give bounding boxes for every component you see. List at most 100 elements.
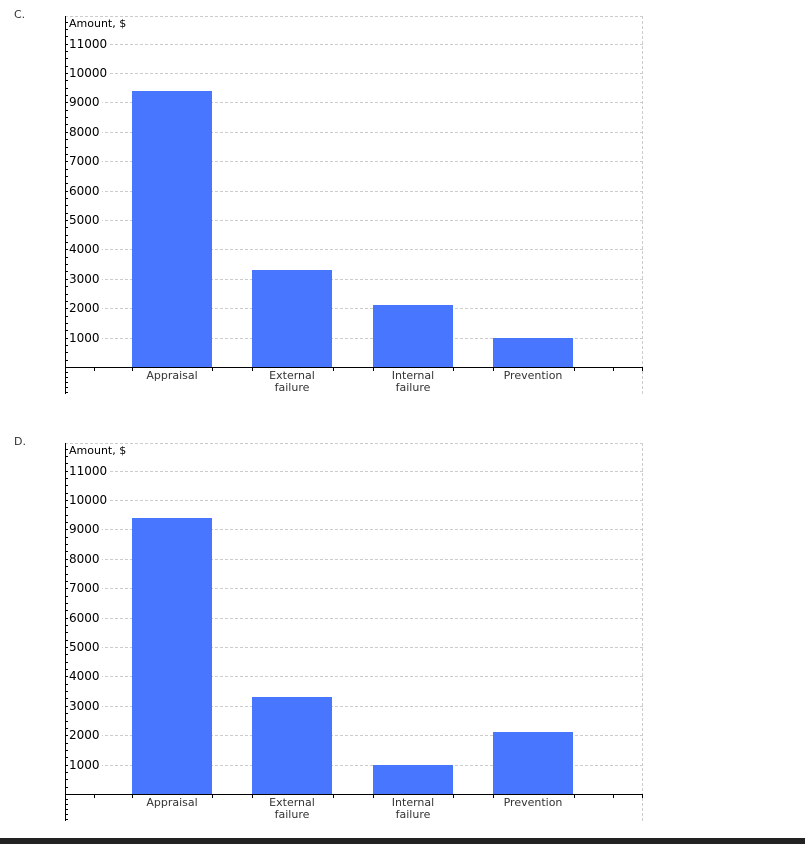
y-minor-tick (65, 322, 68, 324)
y-tick-label: 1000 (69, 330, 102, 345)
y-minor-tick (65, 293, 68, 295)
y-tick-label: 9000 (69, 95, 102, 110)
y-minor-tick (65, 146, 68, 148)
y-minor-tick (65, 470, 68, 472)
y-minor-tick (65, 804, 68, 805)
y-minor-tick (65, 87, 68, 89)
y-tick-label: 6000 (69, 183, 102, 198)
y-minor-tick (65, 463, 68, 465)
y-minor-tick (65, 21, 68, 23)
y-minor-tick (65, 43, 68, 45)
bottom-bar (0, 838, 805, 844)
y-minor-tick (65, 308, 68, 310)
y-minor-tick (65, 344, 68, 346)
x-tick-label: Appraisal (146, 796, 198, 809)
y-minor-tick (65, 522, 68, 524)
y-tick-label: 6000 (69, 610, 102, 625)
x-tick (212, 367, 213, 371)
y-minor-tick (65, 264, 68, 266)
y-minor-tick (65, 220, 68, 221)
x-tick (493, 367, 494, 371)
y-minor-tick (65, 819, 68, 820)
x-tick-label: Appraisal (146, 369, 198, 382)
y-tick-label: 8000 (69, 124, 102, 139)
y-tick-label: 8000 (69, 551, 102, 566)
y-minor-tick (65, 485, 68, 487)
y-minor-tick (65, 205, 68, 207)
gridline (65, 43, 643, 45)
y-minor-tick (65, 669, 68, 671)
bar (252, 269, 332, 367)
y-minor-tick (65, 477, 68, 479)
x-tick (212, 794, 213, 798)
y-minor-tick (65, 197, 68, 199)
bar (252, 696, 332, 794)
bar (373, 305, 453, 367)
y-tick-label: 4000 (69, 669, 102, 684)
y-minor-tick (65, 124, 68, 126)
x-tick-label: Prevention (503, 796, 563, 809)
y-tick-label: 10000 (69, 66, 110, 80)
x-tick (94, 367, 95, 371)
y-minor-tick (65, 65, 68, 67)
y-minor-tick (65, 80, 68, 82)
y-minor-tick (65, 175, 68, 177)
y-minor-tick (65, 73, 68, 74)
y-minor-tick (65, 632, 68, 634)
bar (493, 732, 573, 794)
y-tick-label: 10000 (69, 493, 110, 507)
y-minor-tick (65, 809, 68, 810)
y-minor-tick (65, 161, 68, 163)
y-tick-label: 11000 (69, 463, 110, 478)
y-minor-tick (65, 95, 68, 97)
y-minor-tick (65, 654, 68, 656)
gridline (65, 470, 643, 472)
gridline (65, 647, 643, 648)
y-minor-tick (65, 500, 68, 501)
gridline (65, 337, 643, 339)
y-minor-tick (65, 661, 68, 663)
x-tick (642, 794, 643, 798)
x-tick (574, 794, 575, 798)
gridline (65, 676, 643, 678)
x-axis (65, 794, 643, 795)
x-tick (453, 794, 454, 798)
y-minor-tick (65, 455, 68, 457)
y-minor-tick (65, 573, 68, 575)
y-tick-label: 5000 (69, 213, 102, 227)
y-minor-tick (65, 448, 68, 450)
y-minor-tick (65, 551, 68, 553)
y-minor-tick (65, 683, 68, 685)
y-minor-tick (65, 735, 68, 737)
gridline (65, 735, 643, 737)
y-minor-tick (65, 588, 68, 590)
gridline (65, 102, 643, 104)
gridline (65, 308, 643, 310)
bar (132, 517, 212, 794)
y-tick-label: 3000 (69, 698, 102, 713)
x-tick (333, 794, 334, 798)
y-minor-tick (65, 286, 68, 288)
y-minor-tick (65, 536, 68, 538)
y-minor-tick (65, 387, 68, 388)
y-minor-tick (65, 242, 68, 244)
y-minor-tick (65, 28, 68, 30)
gridline (65, 588, 643, 590)
plot-frame-top (65, 16, 643, 17)
x-tick (132, 794, 133, 798)
y-minor-tick (65, 315, 68, 317)
x-tick (132, 367, 133, 371)
plot-frame-right (642, 443, 643, 821)
y-minor-tick (65, 639, 68, 641)
plot-frame-top (65, 443, 643, 444)
y-minor-tick (65, 757, 68, 759)
y-minor-tick (65, 58, 68, 60)
y-minor-tick (65, 227, 68, 229)
y-minor-tick (65, 558, 68, 560)
gridline (65, 131, 643, 133)
y-minor-tick (65, 610, 68, 612)
x-tick-label: External failure (269, 796, 315, 821)
y-minor-tick (65, 377, 68, 378)
y-minor-tick (65, 617, 68, 619)
y-axis (65, 16, 66, 394)
